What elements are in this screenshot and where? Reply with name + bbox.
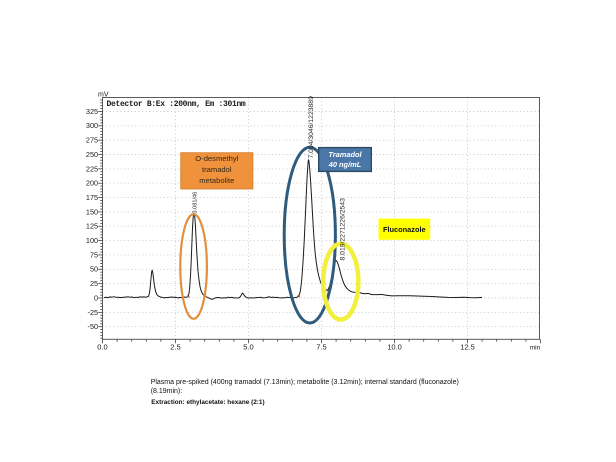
svg-text:275: 275: [86, 136, 98, 145]
svg-text:40 ng/mL: 40 ng/mL: [328, 160, 362, 169]
svg-text:150: 150: [86, 207, 98, 216]
svg-text:7.5: 7.5: [316, 342, 326, 351]
svg-text:10.0: 10.0: [387, 342, 402, 351]
svg-text:225: 225: [86, 164, 98, 173]
svg-text:(8.19min):: (8.19min):: [151, 388, 183, 395]
svg-text:250: 250: [86, 150, 98, 159]
svg-text:7.004/3046/1223889: 7.004/3046/1223889: [308, 96, 315, 159]
svg-text:300: 300: [86, 121, 98, 130]
svg-text:50: 50: [90, 265, 98, 274]
svg-text:Tramadol: Tramadol: [328, 150, 362, 159]
svg-text:-25: -25: [88, 308, 99, 317]
svg-text:Fluconazole: Fluconazole: [383, 225, 426, 234]
svg-text:200: 200: [86, 179, 98, 188]
svg-text:12.5: 12.5: [460, 342, 475, 351]
svg-text:75: 75: [90, 250, 98, 259]
svg-text:5.0: 5.0: [243, 342, 253, 351]
svg-text:Extraction: ethylacetate: hexa: Extraction: ethylacetate: hexane (2:1): [151, 399, 264, 406]
svg-text:metabolite: metabolite: [199, 176, 234, 185]
svg-text:325: 325: [86, 107, 98, 116]
svg-text:175: 175: [86, 193, 98, 202]
svg-text:tramadol: tramadol: [202, 165, 232, 174]
svg-text:3.081/46: 3.081/46: [192, 192, 198, 214]
svg-text:8.019/2271226/2543: 8.019/2271226/2543: [339, 198, 346, 261]
svg-text:min: min: [530, 344, 541, 351]
svg-text:125: 125: [86, 222, 98, 231]
svg-text:-50: -50: [88, 322, 99, 331]
svg-text:2.5: 2.5: [170, 342, 180, 351]
svg-text:0.0: 0.0: [97, 342, 107, 351]
svg-text:Detector B:Ex :200nm, Em :301n: Detector B:Ex :200nm, Em :301nm: [107, 100, 246, 109]
svg-text:0: 0: [94, 293, 98, 302]
svg-text:Plasma pre-spiked (400ng trama: Plasma pre-spiked (400ng tramadol (7.13m…: [151, 379, 459, 386]
svg-text:mV: mV: [98, 92, 109, 99]
svg-text:25: 25: [90, 279, 98, 288]
svg-text:100: 100: [86, 236, 98, 245]
svg-text:O-desmethyl: O-desmethyl: [195, 154, 238, 163]
